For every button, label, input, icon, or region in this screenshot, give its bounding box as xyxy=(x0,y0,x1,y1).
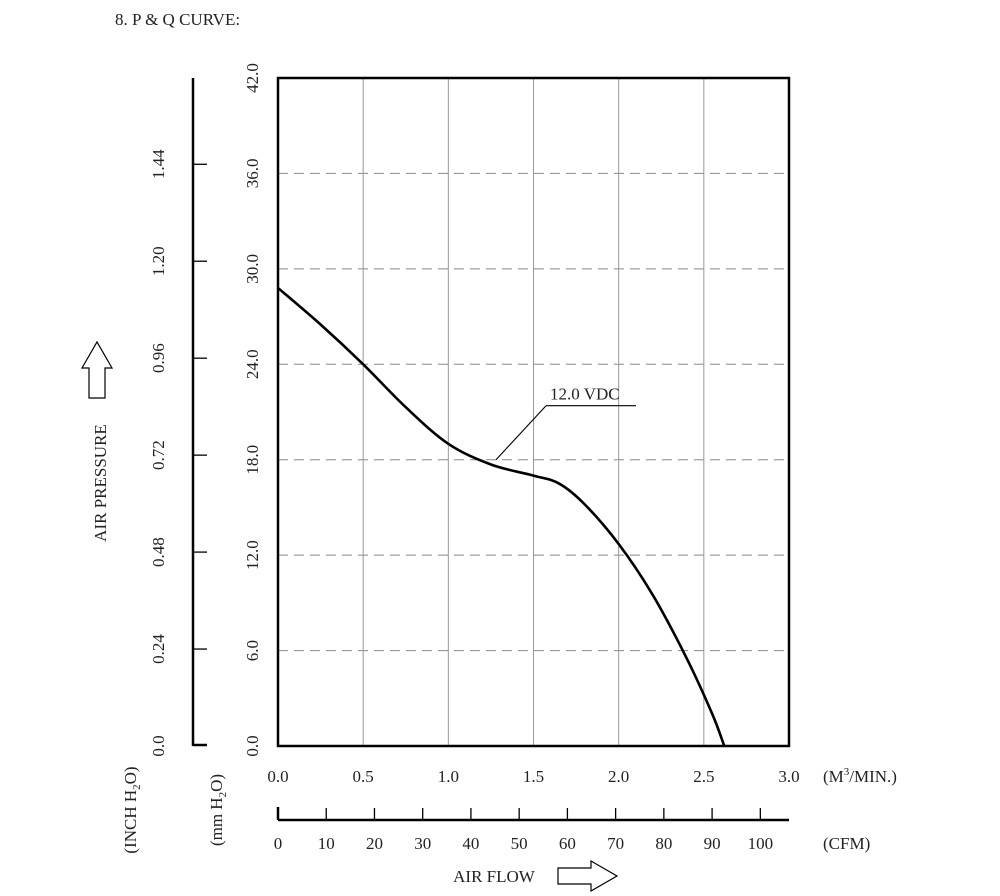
mm-tick-label: 0.0 xyxy=(243,735,262,756)
curve-layer: 12.0 VDC xyxy=(277,286,726,747)
cfm-tick-label: 20 xyxy=(366,834,383,853)
x-tick-label: 0.0 xyxy=(267,767,288,786)
x-tick-label: 2.5 xyxy=(693,767,714,786)
plot-frame xyxy=(276,76,791,748)
x-tick-label: 1.5 xyxy=(523,767,544,786)
mm-unit-label: (mm H2O) xyxy=(207,774,229,846)
x-tick-label: 3.0 xyxy=(778,767,799,786)
chart-heading: 8. P & Q CURVE: xyxy=(115,10,240,29)
mm-tick-label: 30.0 xyxy=(243,254,262,284)
x-tick-label: 2.0 xyxy=(608,767,629,786)
x-tick-label: 0.5 xyxy=(353,767,374,786)
right-arrow-icon xyxy=(557,859,619,893)
mm-axis-ticks: 0.0 6.0 12.0 18.0 24.0 30.0 36.0 42.0 xyxy=(243,63,262,757)
cfm-tick-label: 70 xyxy=(607,834,624,853)
annotation-label: 12.0 VDC xyxy=(550,385,620,404)
inch-unit-label: (INCH H2O) xyxy=(121,766,143,853)
inch-tick-label: 0.0 xyxy=(149,735,168,756)
m3-unit-label: (M3/MIN.) xyxy=(823,766,897,786)
cfm-tick-label: 60 xyxy=(559,834,576,853)
cfm-tick-label: 30 xyxy=(414,834,431,853)
x-tick-label: 1.0 xyxy=(438,767,459,786)
inch-tick-label: 0.48 xyxy=(149,537,168,567)
inch-tick-label: 1.44 xyxy=(149,149,168,179)
cfm-unit-label: (CFM) xyxy=(823,834,870,853)
x-axis-ticks: 0.0 0.5 1.0 1.5 2.0 2.5 3.0 xyxy=(267,767,799,786)
inch-tick-label: 0.24 xyxy=(149,634,168,664)
cfm-tick-label: 0 xyxy=(274,834,283,853)
cfm-tick-label: 50 xyxy=(511,834,528,853)
cfm-tick-label: 100 xyxy=(748,834,774,853)
mm-tick-label: 18.0 xyxy=(243,445,262,475)
mm-tick-label: 6.0 xyxy=(243,640,262,661)
series-line-12vdc xyxy=(277,286,726,747)
cfm-tick-label: 90 xyxy=(704,834,721,853)
mm-tick-label: 36.0 xyxy=(243,159,262,189)
mm-tick-label: 42.0 xyxy=(243,63,262,93)
inch-tick-label: 0.72 xyxy=(149,440,168,470)
cfm-axis-ticks: 0 10 20 30 40 50 60 70 80 90 100 xyxy=(274,808,773,853)
x-axis-label: AIR FLOW xyxy=(453,867,536,886)
grid-lines xyxy=(278,78,789,746)
cfm-tick-label: 80 xyxy=(655,834,672,853)
cfm-tick-label: 10 xyxy=(318,834,335,853)
up-arrow-icon xyxy=(80,340,114,399)
inch-axis-ticks: 0.0 0.24 0.48 0.72 0.96 1.20 1.44 xyxy=(149,149,207,757)
annotation-leader-line xyxy=(495,405,547,461)
mm-tick-label: 12.0 xyxy=(243,540,262,570)
mm-tick-label: 24.0 xyxy=(243,349,262,379)
y-axis-label: AIR PRESSURE xyxy=(91,424,110,542)
inch-tick-label: 0.96 xyxy=(149,343,168,373)
inch-tick-label: 1.20 xyxy=(149,246,168,276)
cfm-tick-label: 40 xyxy=(462,834,479,853)
